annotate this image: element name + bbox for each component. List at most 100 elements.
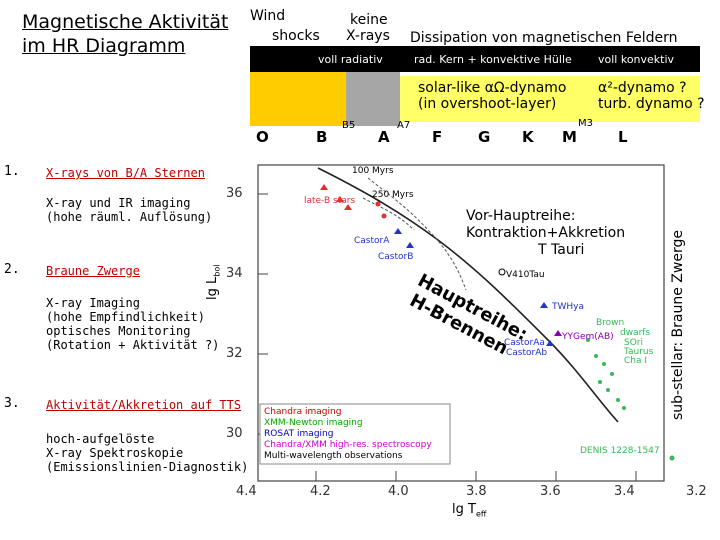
dwarfs-label: dwarfs [620,328,651,338]
y-tick-label-30: 30 [226,426,243,441]
denis-mark [669,455,675,461]
castor-ab-label: CastorAb [506,348,548,358]
y-axis-label-main: lg L [205,276,220,300]
castor-a-mark [394,228,402,234]
v410tau-mark [498,268,506,276]
hot-star-column [250,72,346,126]
y-axis-label-sub: bol [212,264,222,277]
hr-diagram-svg [257,164,675,482]
isochrone-100 [367,177,467,291]
spectral-B: B [316,128,328,146]
legend-chandra: Chandra imaging [264,407,342,417]
title-line-2: im HR Diagramm [22,35,186,57]
item-2-sub: X-ray Imaging (hohe Empfindlichkeit) opt… [46,296,220,352]
hr-diagram [248,160,696,488]
no-xray-column [346,72,400,126]
late-b-star-3 [344,204,352,210]
legend-highres: Chandra/XMM high-res. spectroscopy [264,440,432,450]
x-tick-label-4.4: 4.4 [236,484,257,499]
item-2-label: Braune Zwerge [46,264,140,278]
band-rad-kern: rad. Kern + konvektive Hülle [414,53,572,66]
header-shocks: shocks [272,28,320,44]
cha-label: Cha I [624,356,648,366]
late-b-label: late-B stars [304,196,356,206]
taurus-label: Taurus [624,347,654,357]
item-3-num: 3. [4,396,20,411]
sori-label: SOri [624,338,643,348]
x-tick-label-3.8: 3.8 [466,484,487,499]
page-title: Magnetische Aktivität im HR Diagramm [22,10,242,58]
y-axis-label: lg Lbol [205,265,222,300]
spectral-B5: B5 [342,120,356,131]
bd-point-8 [622,406,626,410]
band-voll-radiativ: voll radiativ [318,53,383,66]
header-keine: keine [350,12,388,28]
x-tick-label-3.4: 3.4 [614,484,635,499]
denis-label: DENIS 1228-1547 [580,446,660,456]
late-b-star-5 [381,213,387,219]
spectral-O: O [256,128,269,146]
legend-multiwave: Multi-wavelength observations [264,451,403,461]
t-tauri-label: T Tauri [538,242,585,258]
sub-stellar-label: sub-stellar: Braune Zwerge [670,230,686,420]
item-1-label: X-rays von B/A Sternen [46,166,205,180]
structure-band [250,46,700,72]
bd-point-6 [606,388,610,392]
x-axis-label-sub: eff [475,509,487,519]
castor-b-mark [406,242,414,248]
castor-a-label: CastorA [354,236,390,246]
x-tick-label-4.2: 4.2 [310,484,331,499]
x-axis-label: lg Teff [452,502,486,519]
spectral-M3: M3 [578,118,593,129]
late-b-star-4 [375,201,381,207]
bd-point-5 [598,380,602,384]
iso-250-label: 250 Myrs [372,190,414,200]
dynamo-left-line1: solar-like αΩ-dynamo [418,80,567,96]
castor-aa-label: CastorAa [504,338,545,348]
spectral-A: A [378,128,390,146]
spectral-G: G [478,128,491,146]
x-axis-label-main: lg T [452,502,476,517]
x-tick-label-4.0: 4.0 [388,484,409,499]
yygem-mark [554,330,562,336]
spectral-A7: A7 [397,120,411,131]
dynamo-right-line1: α²-dynamo ? [598,80,687,96]
main-sequence-curve [317,167,619,423]
y-tick-label-32: 32 [226,346,243,361]
item-1-sub: X-ray und IR imaging (hohe räuml. Auflös… [46,196,213,224]
castor-aa-mark [546,340,554,346]
spectral-K: K [522,128,534,146]
twhya-mark [540,302,548,308]
x-tick-label-3.2: 3.2 [686,484,707,499]
legend-xmm: XMM-Newton imaging [264,418,363,428]
item-3-label: Aktivität/Akkretion auf TTS [46,398,242,412]
y-tick-label-36: 36 [226,186,243,201]
late-b-star-1 [320,184,328,190]
dynamo-right-line2: turb. dynamo ? [598,96,705,112]
item-3-sub: hoch-aufgelöste X-ray Spektroskopie (Emi… [46,432,249,474]
pre-ms-line1: Vor-Hauptreihe: [466,208,576,224]
bd-point-1 [586,338,590,342]
spectral-F: F [432,128,443,146]
v410tau-label: V410Tau [506,270,545,280]
yygem-label: YYGem(AB) [562,332,614,342]
legend-box [259,403,451,465]
castor-b-label: CastorB [378,252,414,262]
brown-label: Brown [596,318,625,328]
dynamo-column [400,76,700,122]
iso-100-label: 100 Myrs [352,166,394,176]
bd-point-4 [610,372,614,376]
header-xrays: X-rays [346,28,390,44]
bd-point-7 [616,398,620,402]
item-2-num: 2. [4,262,20,277]
pre-ms-line2: Kontraktion+Akkretion [466,225,626,241]
header-dissipation: Dissipation von magnetischen Feldern [410,30,678,46]
spectral-L: L [618,128,628,146]
plot-frame [257,164,665,482]
dynamo-left-line2: (in overshoot-layer) [418,96,557,112]
legend-rosat: ROSAT imaging [264,429,334,439]
bd-point-3 [602,362,606,366]
band-voll-konvektiv: voll konvektiv [598,53,675,66]
header-wind: Wind [250,8,286,24]
y-tick-label-34: 34 [226,266,243,281]
